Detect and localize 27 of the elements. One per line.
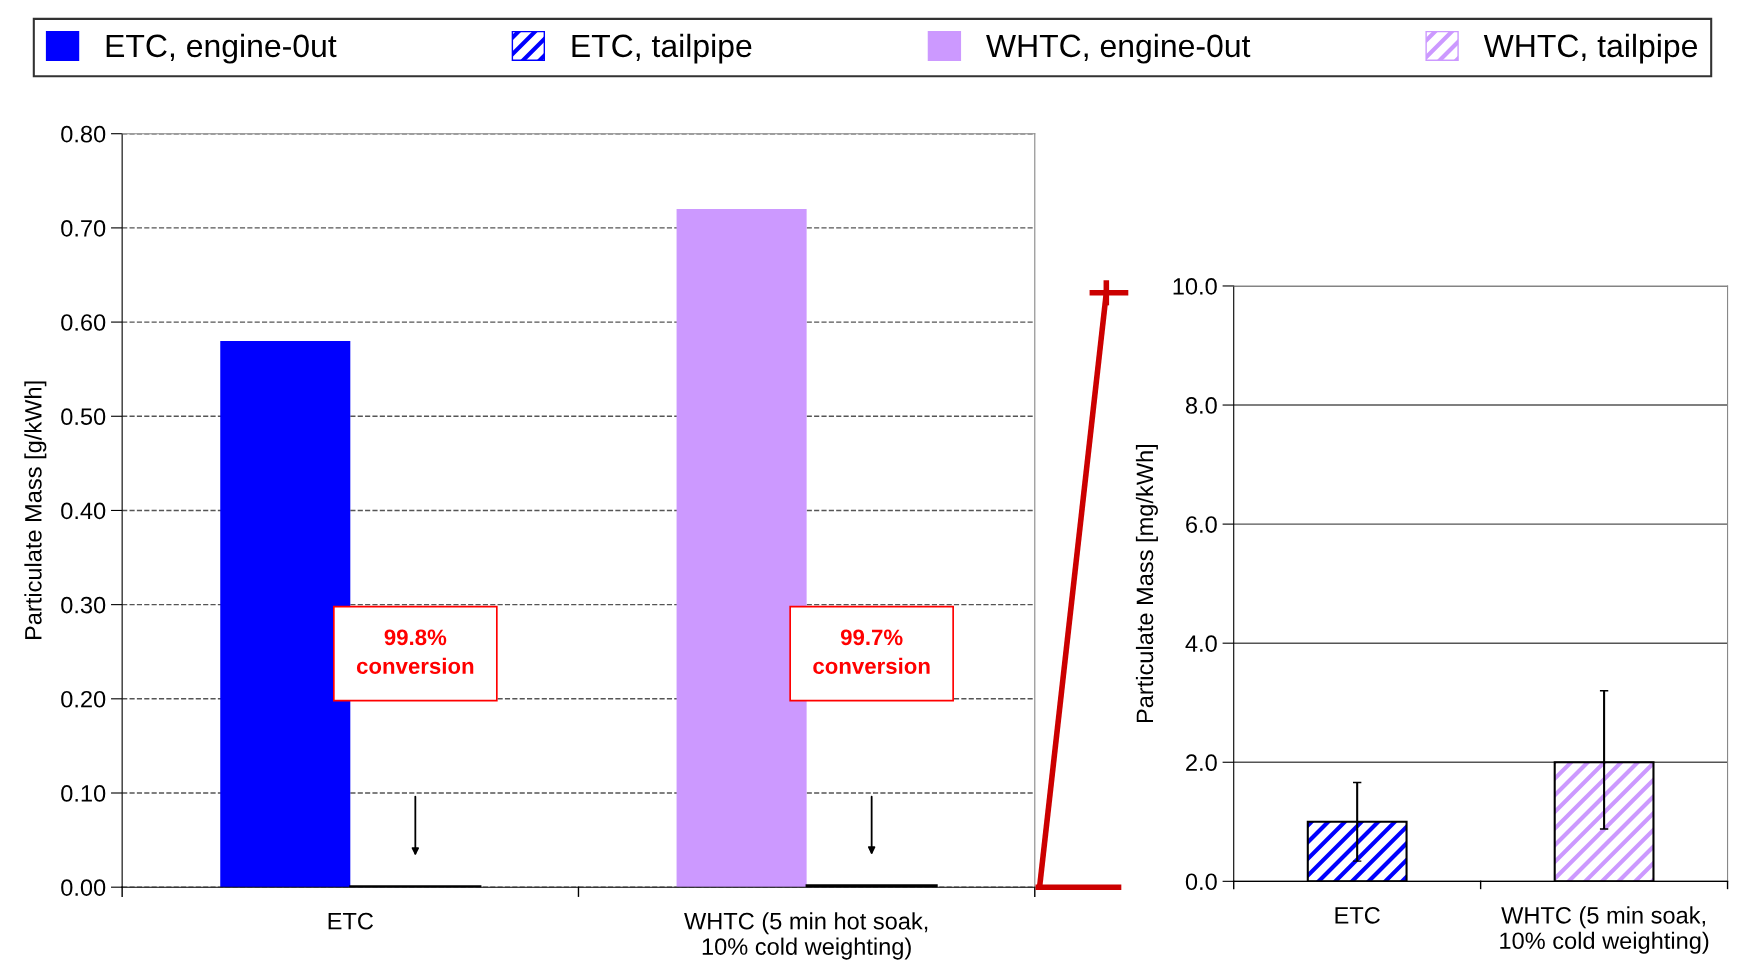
legend-label: ETC, engine-0ut	[106, 33, 337, 64]
annotation: 99.8% conversion	[356, 629, 474, 674]
y-tick-label: 0.50	[61, 408, 106, 426]
legend-label: ETC, tailpipe	[572, 33, 752, 64]
y-tick-label: 6.0	[1186, 516, 1217, 533]
y-tick-label: 0.20	[61, 690, 106, 708]
y-axis-title: Particulate Mass [g/kWh]	[24, 381, 47, 640]
y-axis-title: Particulate Mass [mg/kWh]	[1135, 444, 1158, 723]
y-tick-label: 0.70	[61, 219, 106, 237]
x-tick-label: ETC	[1335, 906, 1380, 924]
legend-label: WHTC, engine-0ut	[986, 33, 1251, 64]
y-tick-label: 0.80	[61, 125, 106, 143]
y-tick-label: 10.0	[1173, 278, 1217, 295]
y-tick-label: 0.60	[61, 314, 106, 331]
x-tick-label: ETC	[328, 912, 374, 930]
x-tick-label: WHTC (5 min hot soak, 10% cold weighting)	[684, 912, 928, 960]
y-tick-label: 0.30	[61, 596, 106, 614]
y-tick-label: 4.0	[1185, 635, 1217, 652]
legend-label: WHTC, tailpipe	[1483, 33, 1697, 64]
y-tick-label: 0.00	[61, 879, 106, 896]
y-tick-label: 0.10	[61, 785, 106, 802]
y-tick-label: 0.40	[61, 502, 106, 520]
y-tick-label: 0.0	[1185, 873, 1217, 891]
y-tick-label: 2.0	[1186, 754, 1217, 772]
annotation: 99.7% conversion	[813, 629, 930, 674]
x-tick-label: WHTC (5 min soak, 10% cold weighting)	[1500, 906, 1709, 954]
y-tick-label: 8.0	[1185, 397, 1217, 414]
